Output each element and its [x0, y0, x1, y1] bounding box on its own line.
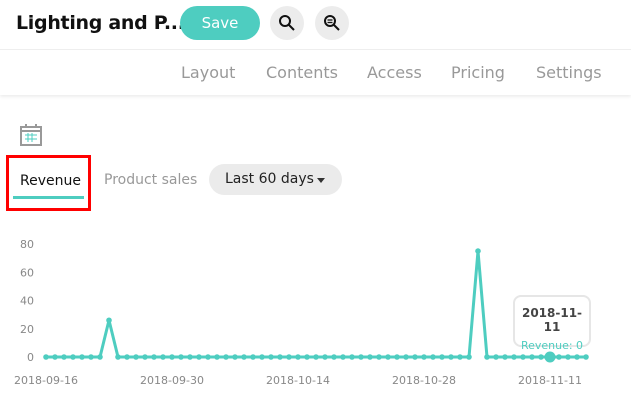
data-point [214, 354, 220, 360]
data-point [403, 354, 409, 360]
data-point [106, 317, 112, 324]
data-point [538, 354, 544, 360]
data-point [304, 354, 310, 360]
series-line [46, 250, 586, 359]
data-point [196, 354, 202, 360]
data-point [511, 354, 517, 360]
data-point [475, 248, 481, 254]
data-point [70, 354, 76, 360]
data-point [322, 354, 328, 360]
data-point [520, 354, 526, 360]
data-point [268, 354, 274, 360]
data-point [115, 354, 121, 360]
data-point [376, 354, 382, 360]
x-tick-label: 2018-09-16 [14, 374, 78, 387]
data-point [358, 354, 364, 360]
nav-settings[interactable]: Settings [536, 63, 602, 82]
save-button[interactable]: Save [180, 6, 260, 40]
data-point [178, 354, 184, 360]
data-point [394, 354, 400, 360]
page-title: Lighting and P... [16, 12, 185, 34]
data-point [565, 354, 571, 360]
search-icon [279, 15, 295, 31]
data-point [484, 354, 490, 360]
highlighted-point [544, 351, 556, 363]
data-point [313, 354, 319, 360]
tab-product-sales[interactable]: Product sales [104, 172, 198, 188]
data-point [439, 354, 445, 360]
chart-tooltip: 2018-11-11 Revenue: 0 [513, 295, 591, 352]
data-point [385, 354, 391, 360]
nav-pricing[interactable]: Pricing [451, 63, 505, 82]
data-point [277, 354, 283, 360]
data-point [574, 354, 580, 360]
data-point [43, 354, 49, 360]
data-point [529, 354, 535, 360]
data-point [97, 354, 103, 360]
data-point [259, 354, 265, 360]
data-point [457, 354, 463, 360]
data-point [88, 354, 94, 360]
data-point [241, 354, 247, 360]
data-point [250, 354, 256, 360]
x-tick-label: 2018-11-11 [518, 374, 582, 387]
data-point [430, 354, 436, 360]
tooltip-date: 2018-11-11 [521, 306, 583, 334]
y-tick-label: 60 [20, 266, 34, 279]
data-point [556, 354, 562, 360]
tooltip-value: Revenue: 0 [520, 339, 584, 352]
nav-layout[interactable]: Layout [181, 63, 236, 82]
data-point [205, 354, 211, 360]
y-tick-label: 40 [20, 295, 34, 308]
calendar-icon[interactable] [20, 124, 44, 148]
data-point [466, 354, 472, 360]
y-tick-label: 20 [20, 323, 34, 336]
active-tab-underline [13, 196, 84, 199]
x-tick-label: 2018-10-14 [266, 374, 330, 387]
data-point [340, 354, 346, 360]
data-point [151, 354, 157, 360]
data-point [286, 354, 292, 360]
nav-access[interactable]: Access [367, 63, 422, 82]
data-point [61, 354, 67, 360]
zoom-search-icon [324, 15, 340, 31]
data-point [232, 354, 238, 360]
range-select[interactable]: Last 60 days [209, 164, 342, 195]
data-point [142, 354, 148, 360]
data-point [448, 354, 454, 360]
search-button[interactable] [270, 6, 304, 40]
data-point [367, 354, 373, 360]
data-point [331, 354, 337, 360]
data-point [421, 354, 427, 360]
data-point [52, 354, 58, 360]
chevron-down-icon [317, 178, 325, 187]
data-point [502, 354, 508, 360]
divider [0, 49, 631, 50]
data-point [79, 354, 85, 360]
data-point [349, 354, 355, 360]
data-point [493, 354, 499, 360]
y-tick-label: 80 [20, 238, 34, 251]
data-point [133, 354, 139, 360]
data-point [124, 354, 130, 360]
data-point [583, 354, 589, 360]
y-tick-label: 0 [27, 351, 34, 364]
x-tick-label: 2018-09-30 [140, 374, 204, 387]
zoom-search-button[interactable] [315, 6, 349, 40]
tab-revenue-label: Revenue [20, 173, 81, 189]
range-select-value: Last 60 days [225, 171, 314, 187]
data-point [187, 354, 193, 360]
tab-revenue[interactable]: Revenue [6, 155, 91, 211]
nav-bar: Layout Contents Access Pricing Settings [0, 50, 631, 95]
data-point [160, 354, 166, 360]
data-point [223, 354, 229, 360]
x-tick-label: 2018-10-28 [392, 374, 456, 387]
nav-contents[interactable]: Contents [266, 63, 338, 82]
data-point [412, 354, 418, 360]
data-point [295, 354, 301, 360]
data-point [169, 354, 175, 360]
